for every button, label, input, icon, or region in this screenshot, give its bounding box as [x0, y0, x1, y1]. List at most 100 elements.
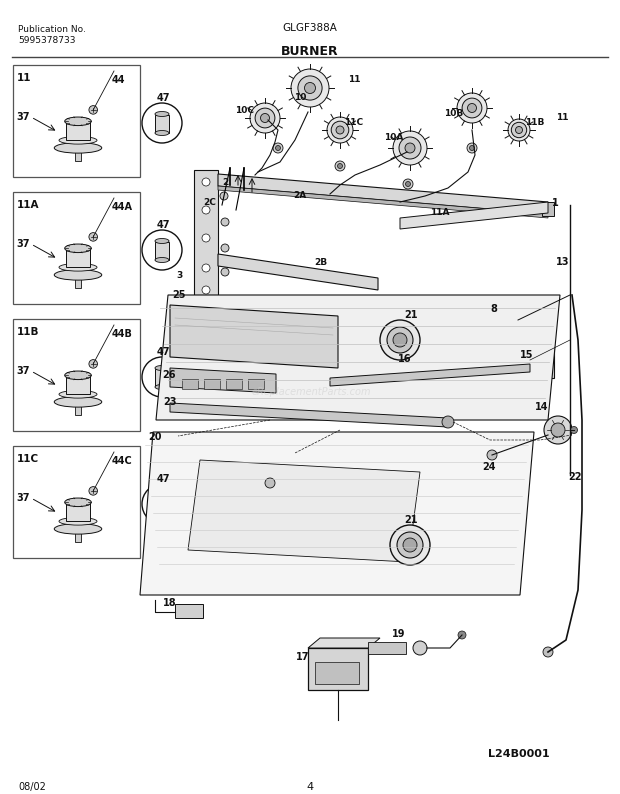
FancyBboxPatch shape: [182, 379, 198, 389]
FancyBboxPatch shape: [315, 662, 359, 684]
Circle shape: [380, 320, 420, 360]
Circle shape: [265, 478, 275, 488]
Circle shape: [298, 76, 322, 100]
FancyBboxPatch shape: [155, 242, 169, 260]
Circle shape: [397, 532, 423, 558]
Ellipse shape: [155, 365, 169, 371]
FancyBboxPatch shape: [542, 202, 554, 216]
Ellipse shape: [64, 244, 91, 252]
Circle shape: [508, 119, 530, 141]
Circle shape: [202, 264, 210, 272]
Circle shape: [457, 93, 487, 123]
Polygon shape: [188, 460, 420, 562]
Polygon shape: [400, 202, 548, 229]
Text: 44A: 44A: [112, 202, 133, 212]
Text: BURNER: BURNER: [281, 45, 339, 58]
Text: 47: 47: [157, 220, 171, 230]
Text: 37: 37: [16, 366, 30, 376]
Bar: [13, 319, 140, 431]
Circle shape: [327, 117, 353, 143]
Polygon shape: [308, 638, 380, 648]
Circle shape: [467, 143, 477, 153]
Text: 08/02: 08/02: [18, 782, 46, 792]
Ellipse shape: [55, 524, 102, 534]
Circle shape: [442, 416, 454, 428]
Ellipse shape: [59, 137, 97, 144]
Circle shape: [487, 450, 497, 460]
Circle shape: [221, 268, 229, 276]
Circle shape: [273, 143, 283, 153]
FancyBboxPatch shape: [490, 306, 518, 330]
Polygon shape: [170, 305, 338, 368]
Text: 14: 14: [535, 402, 549, 412]
Circle shape: [405, 182, 410, 187]
Text: 2B: 2B: [314, 258, 327, 267]
Text: 10B: 10B: [444, 109, 463, 118]
Text: 2: 2: [222, 178, 228, 187]
Bar: [13, 446, 140, 558]
Ellipse shape: [55, 397, 102, 407]
Text: 11: 11: [556, 113, 569, 122]
FancyBboxPatch shape: [75, 269, 81, 288]
Text: 47: 47: [157, 474, 171, 484]
Text: 8: 8: [490, 304, 497, 314]
Text: 20: 20: [148, 432, 161, 442]
Text: 24: 24: [482, 462, 495, 472]
Circle shape: [387, 327, 413, 353]
Text: 11B: 11B: [17, 327, 40, 337]
Text: 21: 21: [404, 515, 417, 525]
Ellipse shape: [155, 111, 169, 117]
Polygon shape: [218, 254, 378, 290]
FancyBboxPatch shape: [75, 523, 81, 542]
Polygon shape: [170, 403, 448, 427]
Ellipse shape: [64, 371, 91, 380]
Circle shape: [255, 108, 275, 128]
Bar: [13, 65, 140, 177]
Circle shape: [390, 525, 430, 565]
Circle shape: [543, 647, 553, 657]
Text: eReplacementParts.com: eReplacementParts.com: [252, 387, 371, 397]
Text: 37: 37: [16, 239, 30, 249]
Circle shape: [403, 538, 417, 552]
Circle shape: [512, 122, 527, 137]
Circle shape: [336, 126, 344, 134]
Text: 25: 25: [172, 290, 185, 300]
FancyBboxPatch shape: [175, 604, 203, 618]
Circle shape: [142, 103, 182, 143]
FancyBboxPatch shape: [66, 121, 91, 141]
FancyBboxPatch shape: [226, 379, 242, 389]
Polygon shape: [218, 174, 548, 214]
Circle shape: [467, 103, 477, 113]
Text: 1: 1: [552, 198, 559, 208]
Text: 13: 13: [556, 257, 570, 267]
Circle shape: [89, 106, 97, 114]
Circle shape: [399, 137, 421, 159]
Text: 44: 44: [112, 75, 125, 85]
Text: 18: 18: [163, 598, 177, 608]
Polygon shape: [218, 186, 548, 218]
Circle shape: [202, 286, 210, 294]
Circle shape: [462, 98, 482, 118]
Text: 10: 10: [294, 93, 306, 102]
Text: 2A: 2A: [293, 191, 306, 200]
Circle shape: [544, 416, 572, 444]
Bar: [13, 192, 140, 304]
Polygon shape: [170, 368, 276, 393]
Circle shape: [331, 121, 349, 139]
Ellipse shape: [64, 117, 91, 125]
Circle shape: [221, 218, 229, 226]
Text: 16: 16: [398, 354, 412, 364]
FancyBboxPatch shape: [204, 379, 220, 389]
Circle shape: [142, 484, 182, 524]
Circle shape: [403, 179, 413, 189]
Text: 10C: 10C: [235, 106, 254, 115]
Text: 26: 26: [162, 370, 175, 380]
FancyBboxPatch shape: [75, 396, 81, 415]
Text: 22: 22: [568, 472, 582, 482]
FancyBboxPatch shape: [368, 642, 406, 654]
Circle shape: [142, 357, 182, 397]
Text: 23: 23: [163, 397, 177, 407]
Ellipse shape: [59, 518, 97, 525]
FancyBboxPatch shape: [155, 496, 169, 514]
Ellipse shape: [59, 264, 97, 271]
